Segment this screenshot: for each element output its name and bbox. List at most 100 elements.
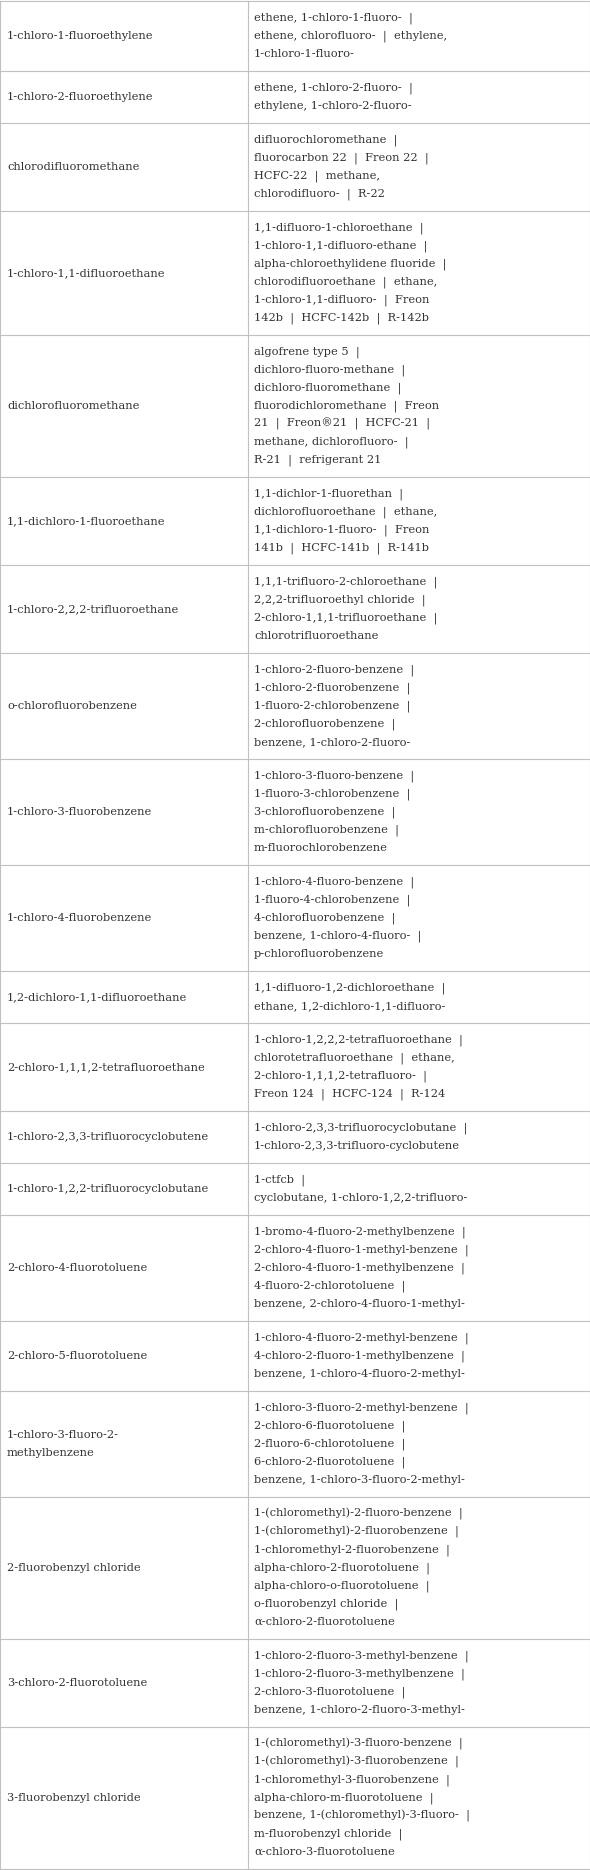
Text: HCFC-22  |  methane,: HCFC-22 | methane, bbox=[254, 170, 380, 181]
Text: p-chlorofluorobenzene: p-chlorofluorobenzene bbox=[254, 948, 384, 959]
Text: alpha-chloro-2-fluorotoluene  |: alpha-chloro-2-fluorotoluene | bbox=[254, 1561, 430, 1575]
Text: 1-chloro-2,3,3-trifluorocyclobutane  |: 1-chloro-2,3,3-trifluorocyclobutane | bbox=[254, 1122, 467, 1133]
Text: α-chloro-2-fluorotoluene: α-chloro-2-fluorotoluene bbox=[254, 1618, 395, 1627]
Text: ethane, 1,2-dichloro-1,1-difluoro-: ethane, 1,2-dichloro-1,1-difluoro- bbox=[254, 1000, 445, 1012]
Text: 1-chloro-3-fluoro-2-: 1-chloro-3-fluoro-2- bbox=[7, 1431, 119, 1440]
Text: 1-chloro-1,1-difluoroethane: 1-chloro-1,1-difluoroethane bbox=[7, 267, 166, 279]
Text: 1-chloromethyl-2-fluorobenzene  |: 1-chloromethyl-2-fluorobenzene | bbox=[254, 1545, 450, 1556]
Text: 1-chloro-1,1-difluoro-  |  Freon: 1-chloro-1,1-difluoro- | Freon bbox=[254, 294, 430, 307]
Text: chlorodifluoroethane  |  ethane,: chlorodifluoroethane | ethane, bbox=[254, 277, 437, 288]
Text: 141b  |  HCFC-141b  |  R-141b: 141b | HCFC-141b | R-141b bbox=[254, 542, 429, 554]
Text: chlorodifluoro-  |  R-22: chlorodifluoro- | R-22 bbox=[254, 189, 385, 200]
Text: dichloro-fluoromethane  |: dichloro-fluoromethane | bbox=[254, 381, 401, 395]
Text: R-21  |  refrigerant 21: R-21 | refrigerant 21 bbox=[254, 454, 381, 466]
Text: chlorodifluoromethane: chlorodifluoromethane bbox=[7, 163, 139, 172]
Text: 3-chlorofluorobenzene  |: 3-chlorofluorobenzene | bbox=[254, 806, 395, 817]
Text: 2-chloro-4-fluoro-1-methyl-benzene  |: 2-chloro-4-fluoro-1-methyl-benzene | bbox=[254, 1244, 468, 1257]
Text: ethene, 1-chloro-1-fluoro-  |: ethene, 1-chloro-1-fluoro- | bbox=[254, 13, 413, 24]
Text: methane, dichlorofluoro-  |: methane, dichlorofluoro- | bbox=[254, 436, 409, 447]
Text: 1-chloro-4-fluorobenzene: 1-chloro-4-fluorobenzene bbox=[7, 913, 152, 924]
Text: alpha-chloro-o-fluorotoluene  |: alpha-chloro-o-fluorotoluene | bbox=[254, 1580, 430, 1591]
Text: 142b  |  HCFC-142b  |  R-142b: 142b | HCFC-142b | R-142b bbox=[254, 312, 429, 324]
Text: 1-chloro-2-fluoro-benzene  |: 1-chloro-2-fluoro-benzene | bbox=[254, 664, 414, 675]
Text: methylbenzene: methylbenzene bbox=[7, 1447, 95, 1459]
Text: 3-fluorobenzyl chloride: 3-fluorobenzyl chloride bbox=[7, 1793, 140, 1803]
Text: 1-chloro-1,2,2,2-tetrafluoroethane  |: 1-chloro-1,2,2,2-tetrafluoroethane | bbox=[254, 1034, 463, 1045]
Text: 1-chloro-2,3,3-trifluoro-cyclobutene: 1-chloro-2,3,3-trifluoro-cyclobutene bbox=[254, 1141, 460, 1152]
Text: 6-chloro-2-fluorotoluene  |: 6-chloro-2-fluorotoluene | bbox=[254, 1457, 405, 1468]
Text: 1-chloro-2-fluoroethylene: 1-chloro-2-fluoroethylene bbox=[7, 92, 153, 103]
Text: 2,2,2-trifluoroethyl chloride  |: 2,2,2-trifluoroethyl chloride | bbox=[254, 595, 425, 606]
Text: 2-chloro-4-fluoro-1-methylbenzene  |: 2-chloro-4-fluoro-1-methylbenzene | bbox=[254, 1262, 465, 1273]
Text: fluorodichloromethane  |  Freon: fluorodichloromethane | Freon bbox=[254, 400, 439, 411]
Text: 1-chloro-2,2,2-trifluoroethane: 1-chloro-2,2,2-trifluoroethane bbox=[7, 604, 179, 613]
Text: cyclobutane, 1-chloro-1,2,2-trifluoro-: cyclobutane, 1-chloro-1,2,2-trifluoro- bbox=[254, 1193, 467, 1202]
Text: o-chlorofluorobenzene: o-chlorofluorobenzene bbox=[7, 701, 137, 711]
Text: 1-bromo-4-fluoro-2-methylbenzene  |: 1-bromo-4-fluoro-2-methylbenzene | bbox=[254, 1227, 466, 1238]
Text: dichlorofluoroethane  |  ethane,: dichlorofluoroethane | ethane, bbox=[254, 507, 437, 518]
Text: 1,1-dichloro-1-fluoro-  |  Freon: 1,1-dichloro-1-fluoro- | Freon bbox=[254, 524, 430, 535]
Text: chlorotrifluoroethane: chlorotrifluoroethane bbox=[254, 630, 378, 641]
Text: m-fluorochlorobenzene: m-fluorochlorobenzene bbox=[254, 843, 388, 853]
Text: 4-chlorofluorobenzene  |: 4-chlorofluorobenzene | bbox=[254, 913, 395, 924]
Text: 1,1-difluoro-1,2-dichloroethane  |: 1,1-difluoro-1,2-dichloroethane | bbox=[254, 982, 445, 993]
Text: Freon 124  |  HCFC-124  |  R-124: Freon 124 | HCFC-124 | R-124 bbox=[254, 1088, 445, 1100]
Text: 2-chloro-1,1,1,2-tetrafluoroethane: 2-chloro-1,1,1,2-tetrafluoroethane bbox=[7, 1062, 205, 1072]
Text: 1-fluoro-4-chlorobenzene  |: 1-fluoro-4-chlorobenzene | bbox=[254, 894, 411, 905]
Text: 3-chloro-2-fluorotoluene: 3-chloro-2-fluorotoluene bbox=[7, 1677, 148, 1689]
Text: 2-chloro-6-fluorotoluene  |: 2-chloro-6-fluorotoluene | bbox=[254, 1419, 405, 1432]
Text: 1,1-dichloro-1-fluoroethane: 1,1-dichloro-1-fluoroethane bbox=[7, 516, 166, 525]
Text: m-chlorofluorobenzene  |: m-chlorofluorobenzene | bbox=[254, 825, 399, 836]
Text: benzene, 1-chloro-3-fluoro-2-methyl-: benzene, 1-chloro-3-fluoro-2-methyl- bbox=[254, 1475, 465, 1485]
Text: 1-chloro-4-fluoro-2-methyl-benzene  |: 1-chloro-4-fluoro-2-methyl-benzene | bbox=[254, 1331, 468, 1345]
Text: 2-chloro-1,1,1,2-tetrafluoro-  |: 2-chloro-1,1,1,2-tetrafluoro- | bbox=[254, 1070, 427, 1081]
Text: fluorocarbon 22  |  Freon 22  |: fluorocarbon 22 | Freon 22 | bbox=[254, 151, 429, 165]
Text: 1-chloromethyl-3-fluorobenzene  |: 1-chloromethyl-3-fluorobenzene | bbox=[254, 1775, 450, 1786]
Text: 2-fluoro-6-chlorotoluene  |: 2-fluoro-6-chlorotoluene | bbox=[254, 1438, 405, 1449]
Text: benzene, 1-chloro-4-fluoro-  |: benzene, 1-chloro-4-fluoro- | bbox=[254, 929, 421, 942]
Text: benzene, 1-chloro-2-fluoro-: benzene, 1-chloro-2-fluoro- bbox=[254, 737, 411, 746]
Text: 1-chloro-3-fluorobenzene: 1-chloro-3-fluorobenzene bbox=[7, 808, 152, 817]
Text: 1-chloro-4-fluoro-benzene  |: 1-chloro-4-fluoro-benzene | bbox=[254, 877, 414, 888]
Text: benzene, 2-chloro-4-fluoro-1-methyl-: benzene, 2-chloro-4-fluoro-1-methyl- bbox=[254, 1300, 465, 1309]
Text: 2-fluorobenzyl chloride: 2-fluorobenzyl chloride bbox=[7, 1563, 140, 1573]
Text: 4-fluoro-2-chlorotoluene  |: 4-fluoro-2-chlorotoluene | bbox=[254, 1281, 405, 1292]
Text: alpha-chloro-m-fluorotoluene  |: alpha-chloro-m-fluorotoluene | bbox=[254, 1791, 434, 1805]
Text: 1-fluoro-3-chlorobenzene  |: 1-fluoro-3-chlorobenzene | bbox=[254, 789, 411, 800]
Text: 1,2-dichloro-1,1-difluoroethane: 1,2-dichloro-1,1-difluoroethane bbox=[7, 991, 187, 1002]
Text: 2-chloro-1,1,1-trifluoroethane  |: 2-chloro-1,1,1-trifluoroethane | bbox=[254, 611, 437, 625]
Text: 1-chloro-3-fluoro-benzene  |: 1-chloro-3-fluoro-benzene | bbox=[254, 770, 414, 782]
Text: benzene, 1-(chloromethyl)-3-fluoro-  |: benzene, 1-(chloromethyl)-3-fluoro- | bbox=[254, 1810, 470, 1821]
Text: 2-chloro-4-fluorotoluene: 2-chloro-4-fluorotoluene bbox=[7, 1262, 148, 1273]
Text: 1-chloro-3-fluoro-2-methyl-benzene  |: 1-chloro-3-fluoro-2-methyl-benzene | bbox=[254, 1402, 468, 1414]
Text: 1-(chloromethyl)-3-fluoro-benzene  |: 1-(chloromethyl)-3-fluoro-benzene | bbox=[254, 1737, 463, 1750]
Text: 1-chloro-1,1-difluoro-ethane  |: 1-chloro-1,1-difluoro-ethane | bbox=[254, 239, 428, 252]
Text: ethene, 1-chloro-2-fluoro-  |: ethene, 1-chloro-2-fluoro- | bbox=[254, 82, 413, 94]
Text: 1-chloro-1-fluoro-: 1-chloro-1-fluoro- bbox=[254, 49, 355, 60]
Text: 1-chloro-2,3,3-trifluorocyclobutene: 1-chloro-2,3,3-trifluorocyclobutene bbox=[7, 1131, 209, 1143]
Text: difluorochloromethane  |: difluorochloromethane | bbox=[254, 135, 398, 146]
Text: 1-(chloromethyl)-3-fluorobenzene  |: 1-(chloromethyl)-3-fluorobenzene | bbox=[254, 1756, 459, 1767]
Text: 1-chloro-1-fluoroethylene: 1-chloro-1-fluoroethylene bbox=[7, 32, 153, 41]
Text: 1-chloro-1,2,2-trifluorocyclobutane: 1-chloro-1,2,2-trifluorocyclobutane bbox=[7, 1184, 209, 1195]
Text: 2-chloro-3-fluorotoluene  |: 2-chloro-3-fluorotoluene | bbox=[254, 1687, 405, 1698]
Text: 1-(chloromethyl)-2-fluorobenzene  |: 1-(chloromethyl)-2-fluorobenzene | bbox=[254, 1526, 459, 1537]
Text: algofrene type 5  |: algofrene type 5 | bbox=[254, 346, 360, 357]
Text: 1-chloro-2-fluoro-3-methylbenzene  |: 1-chloro-2-fluoro-3-methylbenzene | bbox=[254, 1668, 465, 1679]
Text: alpha-chloroethylidene fluoride  |: alpha-chloroethylidene fluoride | bbox=[254, 258, 447, 269]
Text: chlorotetrafluoroethane  |  ethane,: chlorotetrafluoroethane | ethane, bbox=[254, 1053, 455, 1064]
Text: 1,1-dichlor-1-fluorethan  |: 1,1-dichlor-1-fluorethan | bbox=[254, 488, 403, 499]
Text: 2-chlorofluorobenzene  |: 2-chlorofluorobenzene | bbox=[254, 718, 395, 729]
Text: 4-chloro-2-fluoro-1-methylbenzene  |: 4-chloro-2-fluoro-1-methylbenzene | bbox=[254, 1350, 465, 1361]
Text: 1-chloro-2-fluorobenzene  |: 1-chloro-2-fluorobenzene | bbox=[254, 683, 411, 694]
Text: ethylene, 1-chloro-2-fluoro-: ethylene, 1-chloro-2-fluoro- bbox=[254, 101, 412, 110]
Text: 1-fluoro-2-chlorobenzene  |: 1-fluoro-2-chlorobenzene | bbox=[254, 699, 411, 712]
Text: m-fluorobenzyl chloride  |: m-fluorobenzyl chloride | bbox=[254, 1829, 402, 1840]
Text: α-chloro-3-fluorotoluene: α-chloro-3-fluorotoluene bbox=[254, 1848, 395, 1857]
Text: benzene, 1-chloro-4-fluoro-2-methyl-: benzene, 1-chloro-4-fluoro-2-methyl- bbox=[254, 1369, 465, 1378]
Text: dichloro-fluoro-methane  |: dichloro-fluoro-methane | bbox=[254, 365, 405, 376]
Text: ethene, chlorofluoro-  |  ethylene,: ethene, chlorofluoro- | ethylene, bbox=[254, 30, 447, 41]
Text: 21  |  Freon®21  |  HCFC-21  |: 21 | Freon®21 | HCFC-21 | bbox=[254, 417, 430, 430]
Text: o-fluorobenzyl chloride  |: o-fluorobenzyl chloride | bbox=[254, 1599, 398, 1610]
Text: 2-chloro-5-fluorotoluene: 2-chloro-5-fluorotoluene bbox=[7, 1350, 148, 1361]
